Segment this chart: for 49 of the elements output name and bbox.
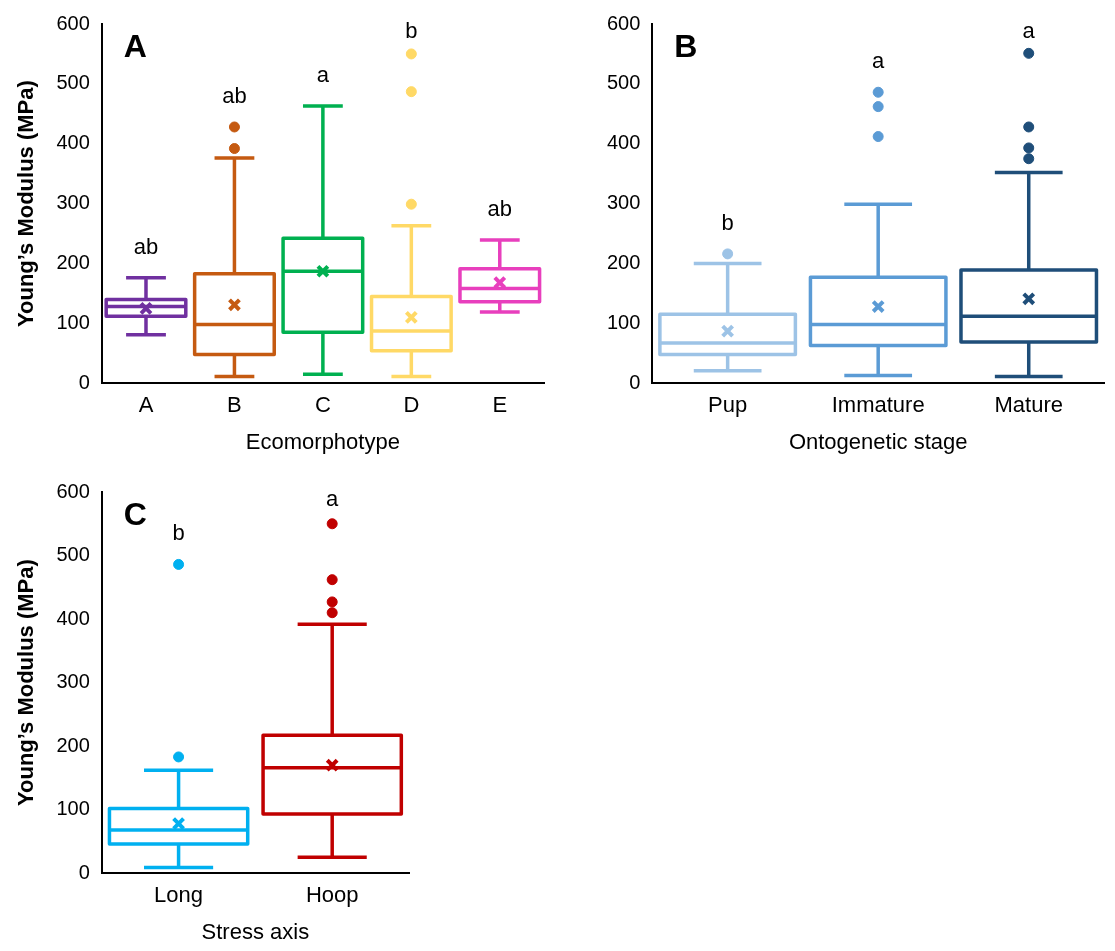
y-tick-label: 500 — [606, 71, 641, 94]
y-tick-label: 100 — [56, 310, 90, 333]
annotation: b — [721, 209, 734, 235]
y-axis-title: Young’s Modulus (MPa) — [13, 559, 39, 807]
x-tick-label: Mature — [994, 392, 1063, 418]
y-tick-label: 600 — [56, 479, 90, 502]
y-tick-label: 0 — [629, 370, 641, 393]
x-tick-label: E — [492, 392, 508, 418]
x-tick-label: Pup — [708, 392, 748, 418]
y-tick-label: 0 — [78, 370, 90, 393]
y-tick-label: 200 — [56, 733, 90, 756]
annotation: a — [326, 486, 340, 512]
x-tick-label: D — [403, 392, 420, 418]
annotation: b — [405, 18, 418, 44]
y-axis-title: Young’s Modulus (MPa) — [13, 80, 39, 328]
y-tick-label: 400 — [56, 606, 90, 629]
y-tick-label: 200 — [56, 250, 90, 273]
chart-title: C — [123, 495, 147, 532]
y-tick-label: 100 — [56, 797, 90, 820]
x-axis-title: Stress axis — [201, 918, 310, 944]
y-tick-label: 600 — [606, 11, 641, 34]
y-tick-label: 600 — [56, 11, 90, 34]
y-tick-label: 300 — [56, 670, 90, 693]
x-tick-label: C — [314, 392, 331, 418]
x-tick-label: Immature — [831, 392, 925, 418]
x-tick-label: A — [138, 392, 154, 418]
chart-title: A — [123, 27, 147, 64]
x-tick-label: B — [227, 392, 242, 418]
annotation: ab — [487, 196, 513, 222]
x-axis-title: Ecomorphotype — [245, 428, 400, 454]
y-tick-label: 400 — [606, 131, 641, 154]
annotation: a — [872, 48, 886, 74]
y-tick-label: 500 — [56, 543, 90, 566]
annotation: a — [316, 62, 330, 88]
y-tick-label: 100 — [606, 310, 641, 333]
chart-title: B — [674, 27, 698, 64]
annotation: ab — [133, 233, 159, 259]
annotation: ab — [222, 83, 247, 109]
x-tick-label: Long — [154, 882, 204, 908]
y-tick-label: 300 — [606, 191, 641, 214]
y-tick-label: 300 — [56, 191, 90, 214]
y-tick-label: 400 — [56, 131, 90, 154]
y-tick-label: 200 — [606, 250, 641, 273]
y-tick-label: 500 — [56, 71, 90, 94]
x-tick-label: Hoop — [305, 882, 359, 908]
annotation: b — [172, 520, 185, 546]
y-tick-label: 0 — [78, 860, 90, 883]
x-axis-title: Ontogenetic stage — [788, 428, 968, 454]
annotation: a — [1022, 18, 1036, 44]
